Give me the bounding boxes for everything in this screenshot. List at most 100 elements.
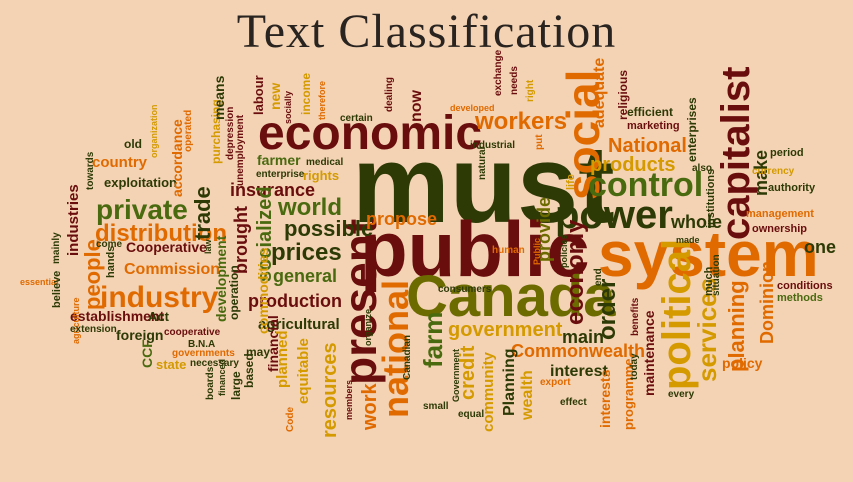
word-ccf: CCF: [139, 339, 155, 368]
word-methods: methods: [777, 292, 823, 304]
word-natural: natural: [477, 146, 488, 180]
word-equitable: equitable: [295, 338, 312, 404]
word-institutions: institutions: [705, 168, 717, 228]
word-adequate: adequate: [591, 57, 608, 128]
word-code: Code: [285, 407, 296, 432]
word-large: large: [229, 371, 243, 400]
word-situation: situation: [711, 254, 722, 296]
word-cooperative: cooperative: [164, 327, 221, 338]
word-financed: financed: [217, 358, 227, 396]
word-operation: operation: [227, 265, 241, 320]
word-towards: towards: [85, 151, 96, 190]
word-government: government: [448, 319, 563, 341]
word-propose: propose: [366, 209, 438, 229]
word-main: main: [562, 327, 605, 347]
word-cooperative: Cooperative: [126, 239, 207, 255]
word-may: may: [246, 345, 271, 359]
word-marketing: marketing: [627, 120, 680, 132]
word-exchange: exchange: [493, 49, 504, 96]
word-canadian: Canadian: [402, 334, 413, 380]
word-industrial: industrial: [470, 140, 516, 151]
word-farm: farm: [418, 311, 448, 368]
word-today: today: [629, 353, 640, 380]
word-rights: rights: [303, 168, 340, 183]
word-mainly: mainly: [51, 232, 62, 264]
word-development: development: [213, 235, 229, 322]
word-ownership: ownership: [752, 223, 808, 235]
word-policies: policies: [559, 234, 569, 268]
word-consumers: consumers: [438, 284, 492, 295]
word-necessary: necessary: [190, 358, 239, 369]
word-world: world: [278, 194, 342, 221]
word-come: come: [96, 239, 123, 250]
word-equal: equal: [458, 409, 485, 420]
word-commission: Commission: [124, 261, 221, 278]
word-certain: certain: [340, 113, 373, 124]
word-industries: industries: [65, 184, 82, 256]
word-benefits: benefits: [630, 297, 641, 336]
word-industry: industry: [100, 281, 219, 314]
word-brought: brought: [231, 206, 251, 274]
word-economic: economic: [258, 107, 483, 160]
word-workers: workers: [475, 108, 568, 135]
word-effect: effect: [560, 397, 587, 408]
word-must: must: [352, 123, 615, 246]
word-means: means: [211, 75, 227, 120]
word-efficient: efficient: [627, 105, 674, 119]
word-enterprises: enterprises: [685, 97, 699, 162]
word-commodities: commodities: [255, 247, 271, 334]
word-extension: extension: [70, 324, 117, 335]
word-small: small: [423, 401, 449, 412]
word-hands: hands: [105, 245, 117, 278]
word-law: law: [203, 239, 213, 254]
word-depression: depression: [225, 106, 236, 160]
word-end: end: [593, 268, 604, 286]
word-establishment: establishment: [70, 308, 165, 324]
word-dealing: dealing: [384, 76, 395, 112]
word-socially: socially: [283, 90, 293, 124]
word-power: power: [555, 193, 673, 237]
word-members: members: [344, 379, 354, 420]
word-unemployment: unemployment: [235, 114, 246, 186]
word-maintenance: maintenance: [641, 310, 657, 396]
word-old: old: [124, 137, 142, 151]
word-developed: developed: [450, 103, 495, 113]
word-agriculture: agriculture: [71, 297, 81, 344]
word-possible: possible: [284, 216, 374, 241]
word-boards: boards: [205, 366, 216, 400]
word-every: every: [668, 389, 695, 400]
word-public: Public: [532, 237, 542, 265]
word-whole: whole: [671, 212, 723, 232]
word-planning: Planning: [501, 348, 518, 416]
word-private: private: [96, 194, 188, 225]
word-credit: credit: [457, 345, 479, 400]
word-planned: planned: [274, 330, 291, 388]
word-insurance: insurance: [230, 180, 316, 200]
word-system: system: [598, 218, 819, 290]
word-act: Act: [148, 309, 169, 324]
word-labour: labour: [251, 75, 266, 115]
word-public: public: [360, 205, 590, 293]
word-trade: trade: [190, 186, 215, 240]
word-therefore: therefore: [317, 80, 327, 120]
word-dominion: Dominion: [757, 261, 777, 344]
word-work: work: [359, 383, 381, 430]
word-interest: interest: [550, 363, 608, 380]
word-right: right: [525, 79, 536, 102]
word-made: made: [676, 235, 700, 245]
word-governments: governments: [172, 348, 235, 359]
word-farmer: farmer: [257, 152, 301, 168]
word-b-n-a: B.N.A: [188, 339, 216, 350]
word-now: now: [408, 90, 425, 122]
word-income: income: [299, 72, 313, 115]
word-export: export: [540, 377, 571, 388]
word-one: one: [804, 237, 837, 257]
word-enterprise: enterprise: [256, 169, 305, 180]
word-agricultural: agricultural: [258, 316, 340, 333]
word-commonwealth: Commonwealth: [511, 341, 646, 361]
word-essential: essential: [20, 277, 59, 287]
word-needs: needs: [509, 66, 520, 95]
word-period: period: [770, 147, 804, 159]
word-interests: interests: [597, 369, 613, 428]
